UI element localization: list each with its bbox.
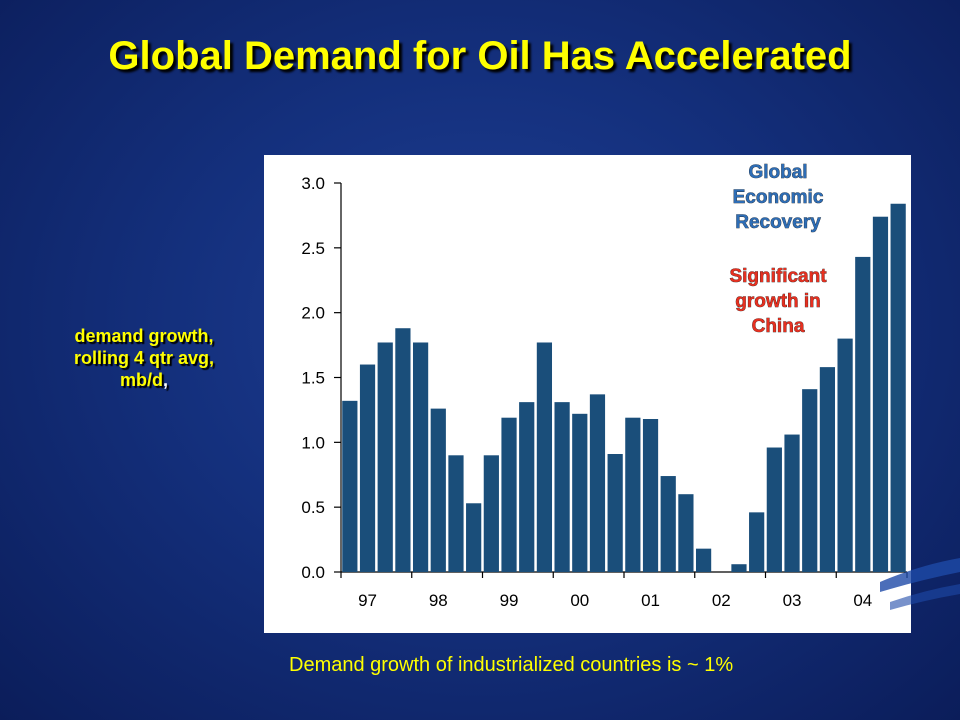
bar-q17 [625,417,641,572]
bar-q32 [890,203,906,572]
y-axis-label-line-2: rolling 4 qtr avg, [73,348,215,368]
bar-q29 [837,338,853,572]
chart-annotation-line: Recovery [735,212,821,233]
y-axis-unit: mb/d [119,370,163,390]
y-axis-label-line-1: demand growth, [74,326,214,346]
bar-q14 [572,413,588,572]
demand-growth-bar-chart: 0.0 0.5 1.0 1.5 2.0 2.5 3.0 97 98 99 00 01 02 03 04 Glo… [301,162,908,610]
y-tick-label: 1.5 [301,369,325,388]
bar-q24 [749,512,765,572]
bar-q10 [501,417,517,572]
bar-q6 [430,408,446,572]
bar-q5 [412,342,429,572]
x-tick-label: 01 [641,591,660,610]
bar-q12 [536,342,553,572]
bar-q8 [466,503,482,572]
y-axis-label: demand growth, rolling 4 qtr avg, mb/d, [30,325,258,391]
bar-q28 [819,367,836,572]
bar-q11 [519,402,535,572]
bar-q13 [554,402,570,572]
bar-q18 [642,418,659,572]
y-tick-label: 2.0 [301,304,325,323]
bar-q20 [678,494,694,572]
x-tick-label: 99 [500,591,519,610]
x-tick-label: 97 [358,591,377,610]
chart-annotation-line: Significant [729,266,827,287]
chart-annotation-line: growth in [735,291,820,312]
x-tick-label: 98 [429,591,448,610]
bar-q19 [660,476,676,572]
decorative-swoosh [880,558,960,610]
x-tick-label: 02 [712,591,731,610]
bar-q25 [766,447,782,572]
bar-q26 [784,434,800,572]
footnote: Demand growth of industrialized countrie… [289,654,734,676]
x-tick-label: 00 [570,591,589,610]
bar-q2 [359,364,376,572]
chart-annotation-line: Economic [733,187,824,208]
y-tick-label: 0.0 [301,563,325,582]
bar-q31 [872,216,889,573]
bar-q7 [448,455,464,572]
y-axis-label-line-3: mb/d, [30,369,258,391]
y-tick-label: 2.5 [301,239,325,258]
chart-panel: 0.0 0.5 1.0 1.5 2.0 2.5 3.0 97 98 99 00 01 02 03 04 Glo… [264,155,911,633]
chart-annotation-line: Global [748,162,807,183]
x-tick-label: 04 [853,591,872,610]
y-tick-label: 0.5 [301,498,325,517]
bar-q27 [802,389,818,572]
bar-q9 [483,455,499,572]
slide-title: Global Demand for Oil Has Accelerated [108,34,852,78]
bar-q1 [342,400,358,572]
bar-q15 [589,394,606,572]
chart-annotation-line: China [752,316,805,337]
bar-q23 [731,564,747,572]
bar-q30 [855,256,871,572]
bar-q21 [695,548,712,572]
bar-q3 [377,342,393,572]
y-tick-label: 3.0 [301,174,325,193]
x-tick-label: 03 [783,591,802,610]
y-axis-label-suffix: , [162,370,168,390]
bar-q4 [395,328,411,572]
y-tick-label: 1.0 [301,433,325,452]
bar-q16 [607,454,623,572]
